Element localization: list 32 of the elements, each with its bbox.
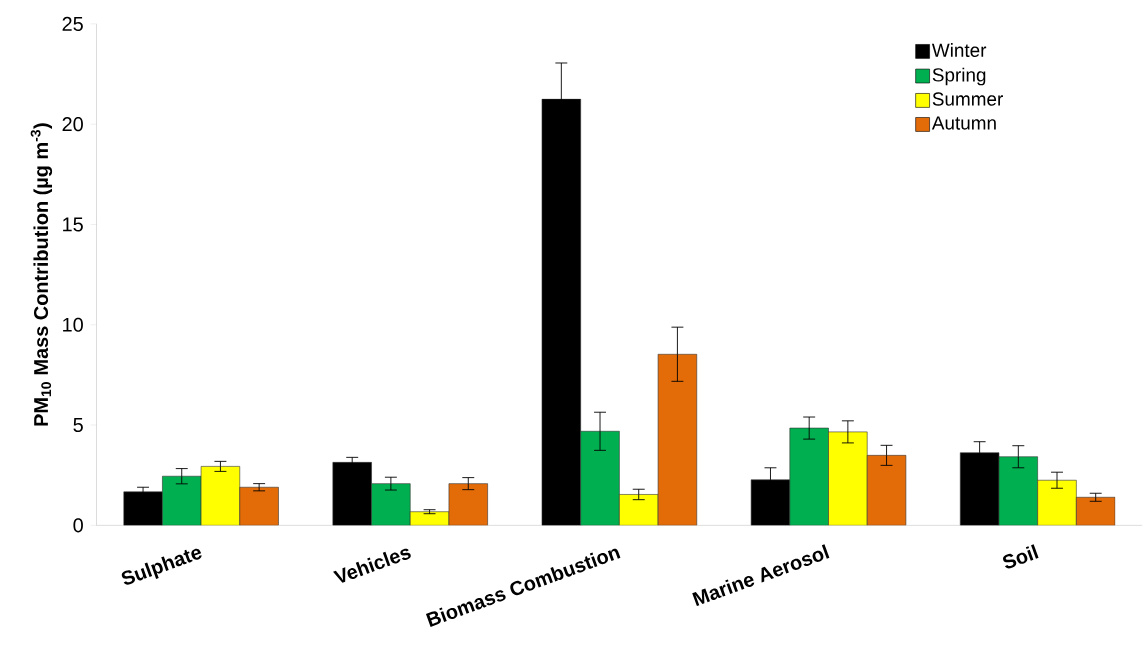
bar [866, 455, 907, 526]
x-tick-label: Soil [1003, 544, 1039, 569]
bar [448, 483, 488, 526]
bar [619, 494, 659, 526]
bar [162, 476, 202, 526]
bar [750, 479, 791, 526]
y-tick-label: 25 [62, 17, 83, 32]
y-axis-title: PM$_{10}$ Mass Contribution (µg m$^{-3}$) [30, 123, 53, 426]
bar [123, 491, 163, 526]
y-tick-label: 20 [62, 117, 83, 132]
y-tick-label: 15 [63, 217, 83, 232]
bar [998, 456, 1038, 526]
bar [239, 487, 279, 526]
bar [541, 98, 581, 526]
y-tick-label: 10 [63, 317, 83, 332]
bar [332, 462, 372, 526]
bar [828, 431, 868, 526]
legend-label: Spring [932, 67, 986, 86]
legend-label: Autumn [931, 116, 996, 130]
bar [959, 452, 1000, 526]
y-tick-label: 0 [73, 518, 83, 533]
legend-label: Summer [932, 92, 1003, 106]
y-tick-label: 5 [73, 418, 83, 433]
bar [410, 511, 449, 526]
bar [371, 483, 411, 526]
bar [580, 431, 620, 526]
bar [1076, 497, 1116, 526]
bar [200, 466, 241, 526]
bar [1037, 480, 1077, 526]
bar [657, 354, 698, 526]
bar [789, 427, 829, 526]
legend-label: Winter [931, 43, 987, 58]
